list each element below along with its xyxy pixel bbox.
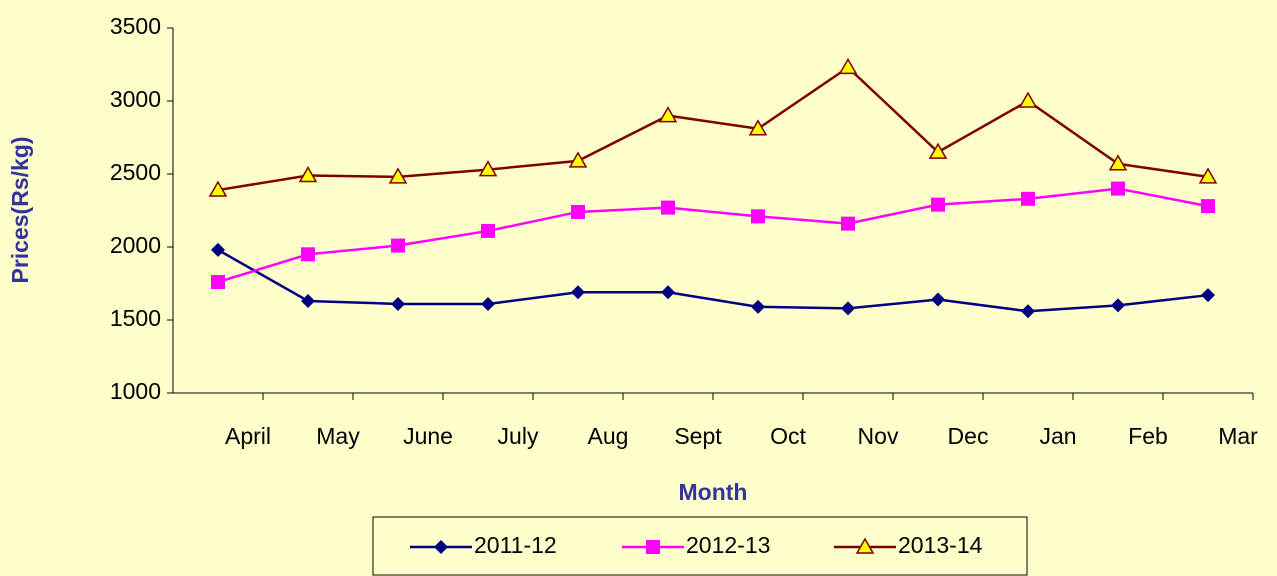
x-tick-label: Aug — [588, 423, 629, 449]
marker — [1018, 91, 1038, 108]
marker — [301, 294, 315, 309]
y-tick-label: 3500 — [110, 13, 161, 39]
marker — [1111, 181, 1125, 196]
legend-label: 2012-13 — [686, 532, 770, 558]
x-tick-label: Jan — [1039, 423, 1076, 449]
y-tick-label: 2000 — [110, 232, 161, 258]
y-axis-title: Prices(Rs/kg) — [7, 136, 33, 283]
x-tick-label: Nov — [858, 423, 899, 449]
y-tick-label: 3000 — [110, 86, 161, 112]
y-tick-label: 2500 — [110, 159, 161, 185]
x-tick-label: April — [225, 423, 271, 449]
marker — [931, 197, 945, 212]
x-tick-label: Oct — [770, 423, 806, 449]
series-line — [217, 65, 1209, 192]
marker — [1108, 154, 1128, 171]
marker — [481, 296, 495, 311]
marker — [661, 200, 675, 215]
marker — [571, 204, 585, 219]
marker — [841, 301, 855, 316]
x-tick-label: Sept — [674, 423, 722, 449]
marker — [928, 142, 948, 159]
marker — [391, 238, 405, 253]
marker — [301, 247, 315, 262]
marker — [298, 165, 318, 183]
marker — [1111, 298, 1125, 313]
marker — [838, 57, 858, 75]
marker — [1021, 191, 1035, 206]
marker — [211, 242, 225, 257]
marker — [931, 292, 945, 307]
marker — [1201, 288, 1215, 303]
marker — [211, 275, 225, 290]
series-line — [217, 248, 1209, 313]
legend-label: 2013-14 — [898, 532, 983, 558]
marker — [661, 285, 675, 300]
x-tick-label: July — [498, 423, 539, 449]
marker — [841, 216, 855, 231]
marker — [568, 151, 588, 168]
marker — [855, 537, 875, 554]
marker — [208, 180, 228, 197]
marker — [1198, 167, 1218, 184]
marker — [658, 106, 678, 123]
marker — [571, 285, 585, 300]
legend — [372, 516, 1028, 576]
series-line — [217, 187, 1209, 284]
x-tick-label: Feb — [1128, 423, 1168, 449]
x-axis-title: Month — [679, 479, 748, 505]
marker — [1201, 199, 1215, 214]
x-tick-label: Mar — [1218, 423, 1258, 449]
y-tick-label: 1000 — [110, 378, 161, 404]
marker — [646, 540, 660, 554]
marker — [388, 167, 408, 184]
x-tick-label: Dec — [948, 423, 989, 449]
x-tick-label: June — [403, 423, 453, 449]
marker — [748, 119, 768, 136]
marker — [391, 296, 405, 311]
legend-label: 2011-12 — [474, 532, 557, 558]
marker — [481, 223, 495, 238]
marker — [1021, 304, 1035, 319]
y-tick-label: 1500 — [110, 305, 161, 331]
marker — [478, 160, 498, 177]
marker — [751, 299, 765, 314]
x-tick-label: May — [316, 423, 360, 449]
marker — [751, 209, 765, 224]
marker — [434, 540, 448, 554]
